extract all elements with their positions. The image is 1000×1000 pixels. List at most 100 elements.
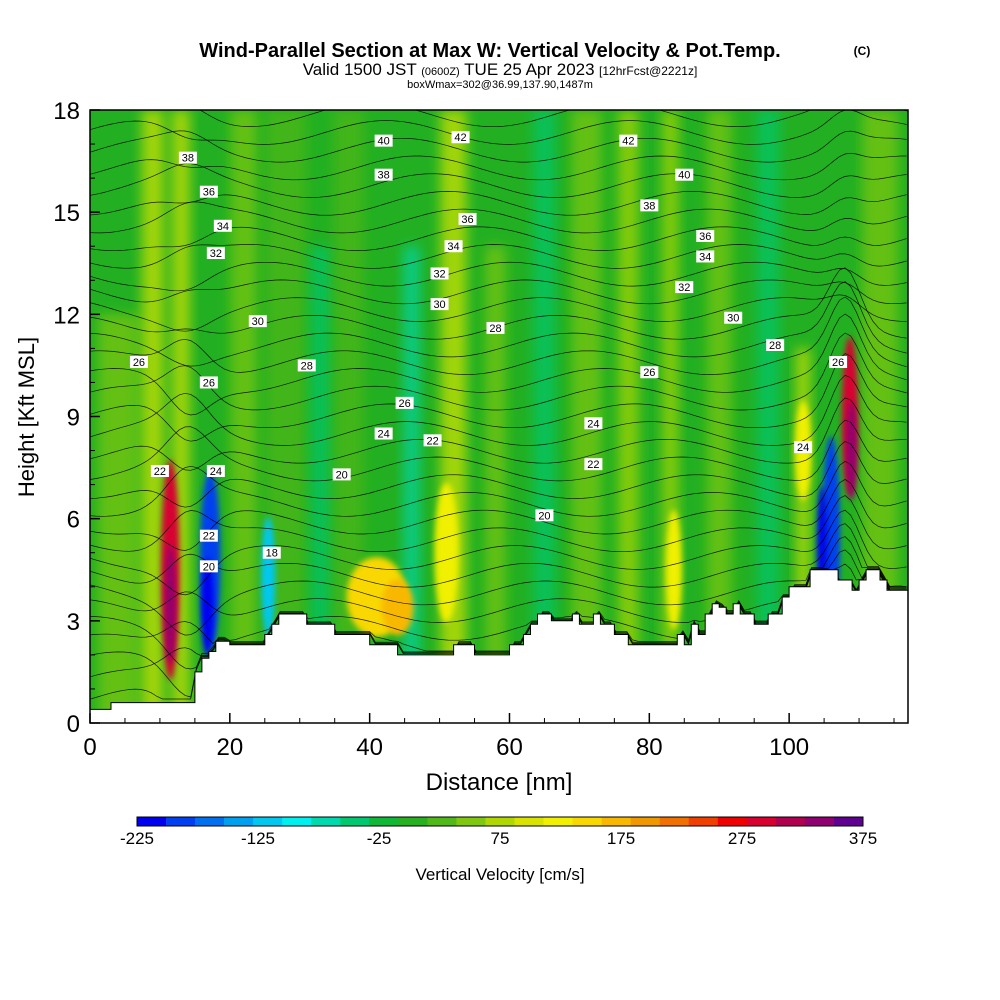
y-tick-label: 15	[53, 200, 80, 227]
contour-label: 20	[535, 509, 554, 522]
colorbar: -225 -125 -25 75 175 275 375	[120, 816, 877, 848]
plot-area: 18 20 20 20 22 22 22 22 24 24 24 24 26 26 26 26 26 28 28 28…	[90, 110, 908, 723]
valid-prefix: Valid 1500 JST	[303, 60, 417, 79]
theta-contour-line	[90, 313, 907, 416]
contour-label-text: 20	[336, 469, 348, 481]
contour-label-text: 36	[461, 214, 473, 226]
w-streak	[485, 246, 506, 723]
contour-label: 32	[675, 281, 694, 294]
colorbar-tick-label: -25	[367, 829, 392, 848]
w-core	[434, 482, 459, 623]
contour-label: 24	[584, 417, 603, 430]
contour-label-text: 18	[266, 548, 278, 560]
w-streak	[533, 110, 556, 723]
contour-label-text: 26	[133, 357, 145, 369]
contour-label: 40	[675, 168, 694, 182]
colorbar-segment	[572, 817, 602, 826]
y-axis: 0 3 6 9 12 15 18	[53, 98, 100, 738]
w-streak	[230, 110, 257, 723]
terrain-mask	[90, 569, 908, 723]
valid-utc: (0600Z)	[421, 66, 460, 78]
theta-contour-line	[90, 523, 907, 588]
colorbar-tick-label: 75	[491, 829, 510, 848]
colorbar-segment	[427, 817, 457, 826]
y-tick-label: 3	[67, 609, 80, 636]
contour-label-text: 32	[210, 248, 222, 260]
contour-label-text: 28	[489, 323, 501, 335]
box-info: boxWmax=302@36.99,137.90,1487m	[407, 79, 593, 91]
colorbar-segment	[369, 817, 399, 826]
theta-contour-line	[90, 353, 907, 442]
colorbar-segment	[775, 817, 806, 826]
colorbar-segment	[282, 817, 312, 826]
contour-label: 22	[423, 434, 442, 447]
contour-label: 26	[395, 396, 414, 410]
contour-label: 24	[794, 441, 813, 454]
theta-contour-line	[90, 244, 907, 269]
w-streak	[141, 110, 164, 723]
theta-contour-line	[90, 460, 907, 517]
contour-label-text: 26	[203, 377, 215, 389]
forecast-info: [12hrFcst@2221z]	[599, 64, 697, 78]
contour-label-text: 20	[203, 561, 215, 573]
colorbar-segment	[804, 817, 835, 826]
contour-label-text: 42	[622, 136, 634, 148]
colorbar-tick-label: -125	[241, 829, 275, 848]
colorbar-segment	[688, 817, 719, 826]
colorbar-tick-label: 375	[849, 829, 877, 848]
contour-label-text: 30	[727, 313, 739, 325]
w-core	[261, 516, 276, 637]
theta-contour-line	[90, 152, 907, 181]
w-streak	[757, 110, 780, 723]
colorbar-segment	[514, 817, 544, 826]
contour-label-text: 34	[699, 251, 711, 263]
colorbar-segment	[398, 817, 428, 826]
w-core	[201, 557, 214, 658]
colorbar-segment	[630, 817, 661, 826]
contour-label-text: 36	[699, 231, 711, 243]
colorbar-frame	[136, 816, 864, 827]
contour-label: 20	[332, 468, 351, 481]
y-axis-label: Height [Kft MSL]	[14, 337, 39, 497]
contour-label-text: 20	[538, 510, 550, 522]
contour-label-text: 24	[587, 418, 599, 430]
colorbar-segment	[137, 817, 167, 826]
x-tick-label: 20	[216, 734, 243, 761]
w-streak	[618, 110, 639, 723]
theta-contour-line	[90, 261, 907, 292]
copyright-mark: (C)	[854, 44, 871, 58]
x-tick-label: 80	[636, 734, 663, 761]
theta-contour-line	[90, 374, 907, 446]
colorbar-segment	[833, 817, 864, 826]
contour-labels: 18 20 20 20 22 22 22 22 24 24 24 24 26 26 26 26 26 28 28 28…	[129, 131, 848, 573]
contour-label: 28	[486, 321, 505, 335]
colorbar-segment	[485, 817, 515, 826]
theta-contour-line	[90, 163, 907, 198]
w-streak	[403, 246, 420, 723]
contour-label: 26	[829, 356, 848, 369]
contour-label-text: 26	[643, 367, 655, 379]
contour-label: 38	[178, 151, 197, 165]
contour-label-text: 42	[454, 132, 466, 144]
contour-label-text: 34	[217, 221, 229, 233]
contour-label-text: 28	[769, 340, 781, 352]
x-tick-label: 40	[356, 734, 383, 761]
colorbar-segment	[224, 817, 254, 826]
w-streak	[97, 314, 138, 723]
contour-label: 20	[199, 560, 218, 573]
y-tick-label: 18	[53, 98, 80, 125]
x-tick-label: 100	[769, 734, 809, 761]
y-tick-label: 9	[67, 405, 80, 432]
contour-label-text: 26	[832, 357, 844, 369]
contour-label-text: 26	[398, 398, 410, 410]
theta-contour-line	[90, 130, 907, 163]
contour-label-text: 36	[203, 187, 215, 199]
colorbar-segment	[601, 817, 631, 826]
contour-label-text: 38	[378, 170, 390, 182]
colorbar-segment	[253, 817, 283, 826]
colorbar-segment	[717, 817, 748, 826]
contour-label-text: 24	[378, 429, 390, 441]
x-tick-label: 60	[496, 734, 523, 761]
w-core	[381, 579, 414, 636]
